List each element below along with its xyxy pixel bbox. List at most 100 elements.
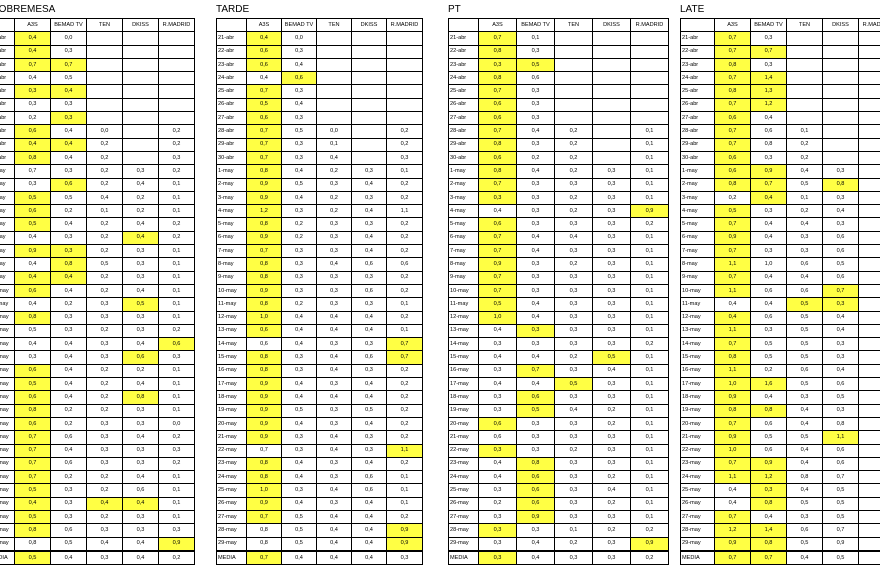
value-cell: 0,3 [823, 191, 859, 204]
value-cell: 0,6 [517, 471, 555, 484]
value-cell: 0,4 [317, 524, 352, 537]
value-cell: 0,2 [787, 205, 823, 218]
value-cell: 0,2 [593, 417, 631, 430]
column-header: TEN [787, 19, 823, 32]
value-cell [555, 45, 593, 58]
column-header: TEN [317, 19, 352, 32]
value-cell: 0,3 [352, 444, 387, 457]
value-cell: 0,4 [517, 378, 555, 391]
value-cell: 0,5 [282, 125, 317, 138]
value-cell: 0,5 [593, 351, 631, 364]
value-cell: 0,5 [282, 510, 317, 523]
value-cell: 0,3 [751, 245, 787, 258]
value-cell: 0,2 [387, 245, 423, 258]
value-cell: 0,7 [479, 178, 517, 191]
value-cell [859, 351, 880, 364]
date-cell: 26-abr [0, 98, 15, 111]
value-cell: 0,2 [593, 471, 631, 484]
value-cell: 0,4 [352, 324, 387, 337]
value-cell: 0,3 [823, 218, 859, 231]
value-cell [123, 72, 159, 85]
value-cell: 0,3 [479, 364, 517, 377]
value-cell: 0,6 [479, 112, 517, 125]
date-cell: 16-may [681, 364, 715, 377]
value-cell: 0,3 [593, 324, 631, 337]
value-cell: 0,5 [51, 191, 87, 204]
value-cell: 0,5 [517, 58, 555, 71]
value-cell [593, 58, 631, 71]
value-cell: 0,3 [787, 231, 823, 244]
value-cell: 0,3 [87, 551, 123, 565]
value-cell: 0,3 [479, 391, 517, 404]
value-cell: 0,1 [159, 364, 195, 377]
value-cell: 0,2 [282, 298, 317, 311]
value-cell: 1,0 [247, 484, 282, 497]
value-cell: 0,3 [51, 165, 87, 178]
date-cell: 30-abr [0, 151, 15, 164]
value-cell: 0,7 [715, 271, 751, 284]
value-cell [859, 484, 880, 497]
value-cell: 0,4 [123, 378, 159, 391]
value-cell: 0,2 [593, 524, 631, 537]
date-cell: 24-may [449, 471, 479, 484]
value-cell: 0,3 [317, 231, 352, 244]
value-cell: 0,1 [631, 471, 669, 484]
date-cell: 28-abr [0, 125, 15, 138]
date-cell: MEDIA [449, 551, 479, 565]
value-cell: 0,3 [823, 165, 859, 178]
value-cell: 0,2 [555, 258, 593, 271]
value-cell: 0,4 [823, 324, 859, 337]
value-cell [787, 58, 823, 71]
value-cell: 0,4 [517, 351, 555, 364]
value-cell: 0,4 [282, 378, 317, 391]
value-cell [859, 497, 880, 510]
date-cell: 27-may [0, 510, 15, 523]
date-cell: 22-abr [681, 45, 715, 58]
value-cell: 0,6 [247, 338, 282, 351]
value-cell: 0,4 [317, 151, 352, 164]
value-cell: 0,4 [123, 471, 159, 484]
value-cell: 0,3 [479, 338, 517, 351]
value-cell: 0,3 [51, 245, 87, 258]
value-cell: 0,2 [159, 218, 195, 231]
value-cell [593, 112, 631, 125]
value-cell: 0,3 [555, 284, 593, 297]
value-cell: 0,4 [15, 271, 51, 284]
value-cell: 0,3 [51, 510, 87, 523]
value-cell: 0,1 [631, 284, 669, 297]
date-cell: 4-may [0, 205, 15, 218]
value-cell: 0,7 [479, 125, 517, 138]
value-cell: 0,3 [517, 45, 555, 58]
value-cell: 0,3 [87, 444, 123, 457]
value-cell: 0,3 [787, 391, 823, 404]
value-cell: 0,3 [282, 258, 317, 271]
value-cell: 0,2 [387, 178, 423, 191]
